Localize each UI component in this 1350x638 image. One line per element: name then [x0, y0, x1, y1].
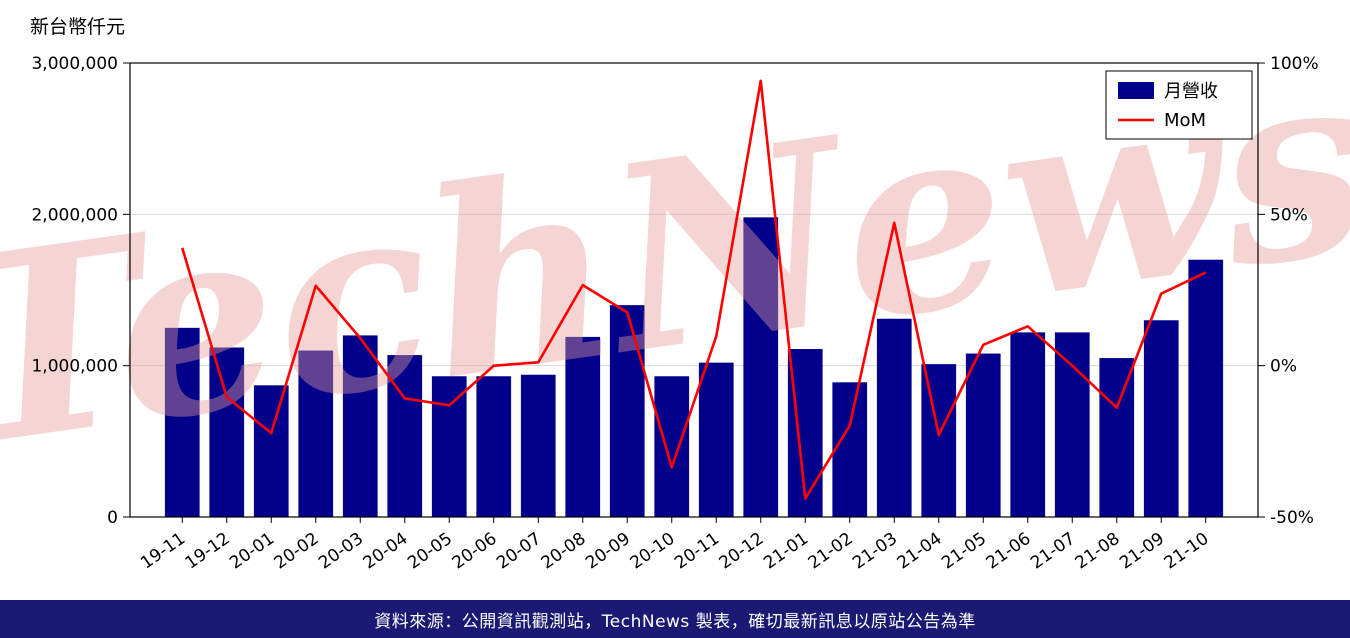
bar-20-09	[609, 305, 645, 517]
right-tick-label: 0%	[1270, 357, 1297, 377]
bar-21-09	[1143, 320, 1179, 517]
x-tick-label: 20-12	[716, 529, 768, 574]
left-tick-label: 0	[107, 508, 118, 528]
x-tick-label: 21-01	[760, 529, 812, 574]
bar-20-05	[431, 376, 467, 517]
x-tick-label: 20-11	[671, 529, 723, 574]
x-tick-label: 20-02	[271, 529, 323, 574]
x-tick-label: 21-04	[894, 529, 946, 574]
x-tick-label: 20-03	[315, 529, 367, 574]
x-tick-label: 21-07	[1027, 529, 1079, 574]
x-tick-label: 21-03	[849, 529, 901, 574]
bar-19-12	[209, 347, 245, 517]
x-tick-label: 21-08	[1072, 529, 1124, 574]
x-tick-label: 21-10	[1161, 529, 1213, 574]
left-tick-label: 1,000,000	[31, 357, 118, 377]
bar-20-12	[743, 217, 779, 518]
x-tick-label: 19-12	[182, 529, 234, 574]
x-tick-label: 21-02	[805, 529, 857, 574]
bar-20-03	[342, 335, 378, 517]
footer-source-text: 資料來源：公開資訊觀測站，TechNews 製表，確切最新訊息以原站公告為準	[374, 611, 976, 632]
bar-20-01	[253, 385, 289, 517]
x-tick-label: 20-10	[627, 529, 679, 574]
footer-bar: 資料來源：公開資訊觀測站，TechNews 製表，確切最新訊息以原站公告為準	[0, 600, 1350, 638]
x-tick-label: 20-08	[538, 529, 590, 574]
legend-bar-swatch-icon	[1118, 82, 1154, 99]
bar-21-03	[876, 318, 912, 517]
bar-20-02	[298, 350, 334, 517]
chart-svg: TechNews01,000,0002,000,0003,000,000-50%…	[0, 10, 1350, 574]
bar-21-05	[965, 353, 1001, 517]
x-tick-label: 21-09	[1116, 529, 1168, 574]
bar-20-06	[476, 376, 512, 517]
bar-20-08	[565, 336, 601, 517]
x-tick-label: 19-11	[137, 529, 189, 574]
bar-21-02	[832, 382, 868, 517]
legend-label-mom: MoM	[1164, 110, 1206, 131]
bar-19-11	[164, 327, 200, 517]
bar-21-08	[1099, 358, 1135, 517]
x-tick-label: 20-06	[449, 529, 501, 574]
bar-20-10	[654, 376, 690, 517]
x-tick-label: 21-06	[983, 529, 1035, 574]
bar-21-07	[1054, 332, 1090, 517]
bar-21-06	[1010, 332, 1046, 517]
left-tick-label: 2,000,000	[31, 205, 118, 225]
x-tick-label: 21-05	[938, 529, 990, 574]
x-tick-label: 20-05	[404, 529, 456, 574]
y-axis-unit-label: 新台幣仟元	[30, 16, 126, 38]
plot-border	[129, 62, 1259, 518]
bar-20-11	[698, 362, 734, 517]
bar-20-07	[520, 374, 556, 517]
right-tick-label: 100%	[1270, 54, 1319, 74]
x-tick-label: 20-01	[226, 529, 278, 574]
x-tick-label: 20-09	[582, 529, 634, 574]
bar-21-04	[921, 364, 957, 517]
x-tick-label: 20-04	[360, 529, 412, 574]
left-tick-label: 3,000,000	[31, 54, 118, 74]
x-tick-label: 20-07	[493, 529, 545, 574]
right-tick-label: 50%	[1270, 205, 1308, 225]
legend-label-revenue: 月營收	[1164, 81, 1218, 102]
mom-line	[181, 79, 1207, 500]
right-tick-label: -50%	[1270, 508, 1314, 528]
bar-21-10	[1188, 259, 1224, 517]
